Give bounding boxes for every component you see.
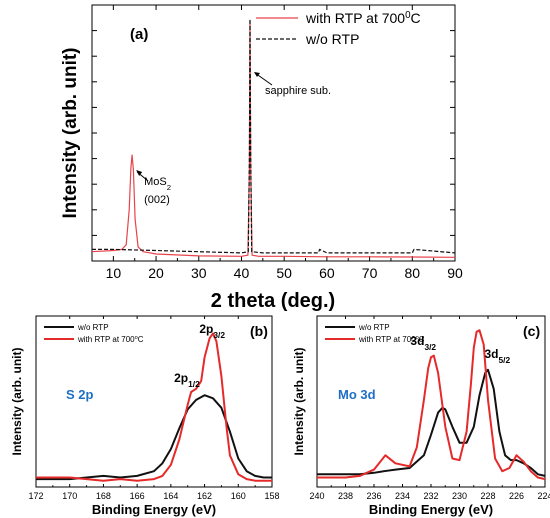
x-tick-label: 172 (28, 491, 43, 501)
peak-label-0: 3d3/2 (410, 334, 436, 352)
inset-label: Mo 3d (338, 387, 376, 402)
annotation-arrowhead (136, 170, 143, 176)
legend-label-1: with RTP at 700oC (77, 335, 144, 344)
peak-label-1-part-0: 2p (199, 322, 213, 336)
y-axis-label: Intensity (arb. unit) (60, 48, 81, 219)
x-tick-label: 60 (319, 265, 335, 281)
x-tick-label: 230 (452, 491, 467, 501)
legend-label-1-part-2: C (419, 335, 425, 344)
y-axis-label: Intensity (arb. unit) (10, 347, 24, 455)
legend-label-1-part-0: w/o RTP (305, 31, 359, 47)
x-tick-label: 70 (362, 265, 378, 281)
peak-label-0-part-1: 1/2 (188, 379, 200, 389)
peak-label-1-part-1: 5/2 (498, 355, 510, 365)
legend-label-0-part-1: 0 (405, 10, 411, 21)
x-axis-label: Binding Energy (eV) (369, 502, 493, 517)
plot-frame (91, 4, 456, 262)
x-tick-label: 50 (276, 265, 292, 281)
peak-label-1-part-1: 3/2 (213, 330, 225, 340)
x-tick-label: 20 (148, 265, 164, 281)
legend-label-1-part-1: o (135, 335, 138, 341)
peak-label-0-part-0: 2p (174, 371, 188, 385)
x-tick-label: 224 (537, 491, 550, 501)
x-tick-label: 10 (106, 265, 122, 281)
x-tick-label: 228 (480, 491, 495, 501)
series-line-1 (92, 18, 456, 254)
x-tick-label: 158 (264, 491, 279, 501)
legend-label-0: w/o RTP (358, 323, 390, 332)
y-axis-label: Intensity (arb. unit) (292, 347, 306, 455)
x-tick-label: 170 (62, 491, 77, 501)
x-tick-label: 80 (405, 265, 421, 281)
series-line-0 (91, 20, 456, 258)
series-line-0 (317, 368, 546, 477)
annotation-mos2: MoS2 (144, 176, 171, 192)
annotation-sapphire: sapphire sub. (265, 85, 331, 97)
legend-label-1-part-2: C (138, 335, 144, 344)
legend-label-1-part-1: o (416, 335, 419, 341)
x-tick-label: 162 (197, 491, 212, 501)
x-tick-label: 164 (163, 491, 178, 501)
legend-label-1-part-0: with RTP at 700 (358, 335, 416, 344)
x-tick-label: 40 (234, 265, 250, 281)
peak-label-0-part-0: 3d (410, 334, 424, 348)
peak-label-1: 3d5/2 (484, 347, 510, 365)
legend-label-0: w/o RTP (77, 323, 109, 332)
x-tick-label: 234 (395, 491, 410, 501)
x-tick-label: 30 (191, 265, 207, 281)
series-line-0 (36, 394, 272, 481)
x-tick-label: 236 (366, 491, 381, 501)
legend-label-0-part-2: C (411, 10, 421, 26)
x-tick-label: 226 (509, 491, 524, 501)
annotation-mos2-index: (002) (144, 194, 170, 206)
legend-label-1: w/o RTP (305, 31, 359, 47)
legend-label-1: with RTP at 700oC (358, 335, 425, 344)
x-tick-label: 168 (96, 491, 111, 501)
legend-label-0-part-0: w/o RTP (358, 323, 390, 332)
x-axis-label: 2 theta (deg.) (211, 290, 335, 312)
inset-label: S 2p (66, 387, 94, 402)
x-tick-label: 160 (231, 491, 246, 501)
x-tick-label: 90 (447, 265, 463, 281)
x-tick-label: 238 (338, 491, 353, 501)
series-line-1 (36, 332, 272, 482)
annotation-mos2-part-1: 2 (167, 183, 171, 192)
legend-label-0-part-0: with RTP at 700 (305, 10, 405, 26)
peak-label-1-part-0: 3d (484, 347, 498, 361)
annotation-arrowhead (254, 72, 261, 77)
x-tick-label: 232 (423, 491, 438, 501)
chart-a: 10 20 30 40 50 60 70 80 902 theta (deg.)Intensit… (60, 4, 463, 312)
peak-label-0-part-1: 3/2 (424, 342, 436, 352)
panel-label: (b) (250, 323, 268, 339)
series-line-1 (317, 329, 546, 481)
chart-c: 240 238 236 234 232 230 228 226 224 Binding Energ… (292, 315, 550, 517)
chart-b: 172 170 168 166 164 162 160 158 Binding Energy (… (10, 315, 280, 517)
x-tick-label: 240 (309, 491, 324, 501)
panel-label: (c) (523, 323, 540, 339)
annotation-mos2-part-0: MoS (144, 176, 167, 188)
peak-label-1: 2p3/2 (199, 322, 225, 340)
panel-label: (a) (130, 26, 148, 43)
x-tick-label: 166 (130, 491, 145, 501)
legend-label-0-part-0: w/o RTP (77, 323, 109, 332)
legend-label-1-part-0: with RTP at 700 (77, 335, 135, 344)
x-axis-label: Binding Energy (eV) (92, 502, 216, 517)
peak-label-0: 2p1/2 (174, 371, 200, 389)
legend-label-0: with RTP at 7000C (305, 10, 421, 27)
